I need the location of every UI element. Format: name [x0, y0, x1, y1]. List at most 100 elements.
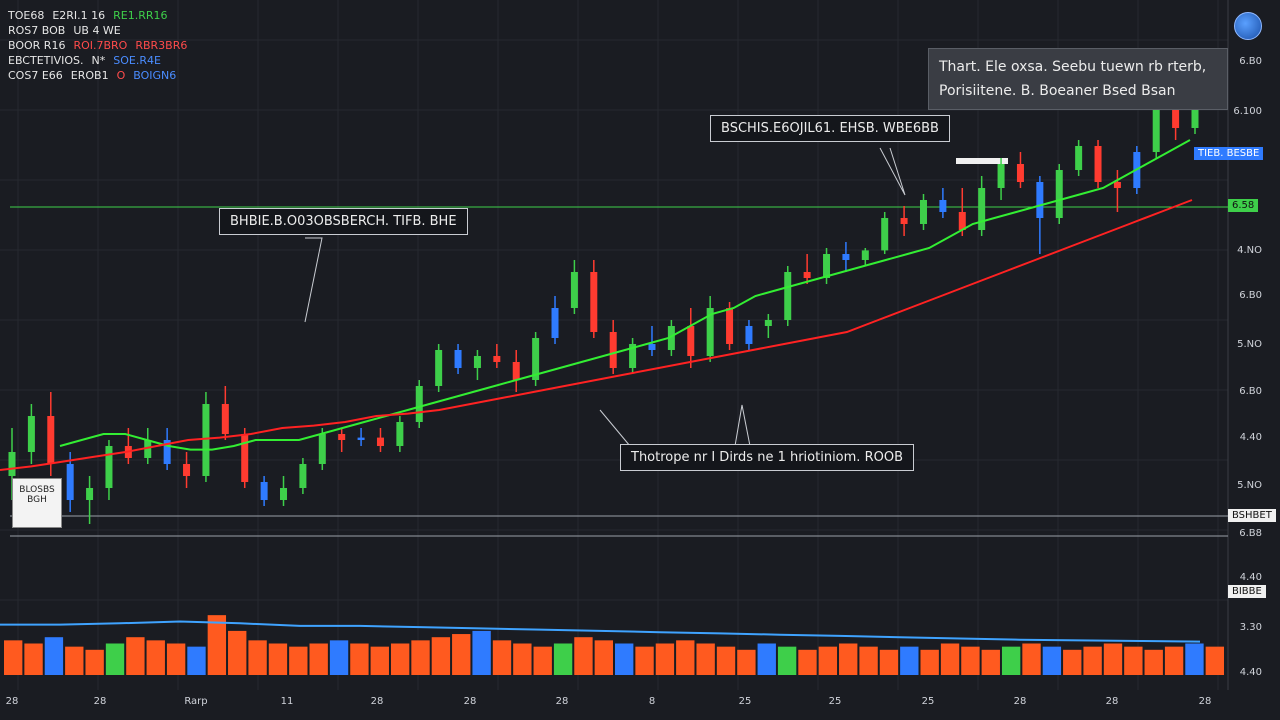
- candle-body: [648, 344, 656, 350]
- candle-body: [299, 464, 307, 488]
- x-axis-tick-label: 25: [829, 696, 842, 707]
- candle-body: [551, 308, 559, 338]
- candle-body: [493, 356, 501, 362]
- volume-bar: [533, 646, 552, 675]
- legend-item: N*: [91, 54, 106, 67]
- legend-row-3: BOOR R16 ROI.7BRO RBR3BR6: [8, 38, 187, 53]
- volume-bar: [187, 646, 206, 675]
- candle-body: [764, 320, 772, 326]
- annotation-bottom: Thotrope nr I Dirds ne 1 hriotiniom. ROO…: [620, 444, 914, 471]
- callout-pointer: [304, 237, 323, 323]
- volume-bar: [105, 643, 125, 675]
- candle-body: [590, 272, 598, 332]
- annotation-left: BHBIE.B.O03OBSBERCH. TIFB. BHE: [219, 208, 468, 235]
- candle-body: [435, 350, 443, 386]
- volume-bar: [757, 643, 776, 675]
- legend-item: TOE68: [8, 9, 45, 22]
- volume-bar: [696, 643, 715, 675]
- marker-bar: [956, 158, 1008, 164]
- candle-body: [629, 344, 637, 368]
- legend-item: O: [116, 69, 126, 82]
- candle-body: [803, 272, 811, 278]
- y-axis-tick-label: 4.40: [1240, 667, 1262, 678]
- candle-body: [1036, 182, 1044, 218]
- candle-body: [1055, 170, 1063, 218]
- y-axis-tick-label: 6.B0: [1239, 290, 1262, 301]
- y-axis-tick-label: 6.B0: [1239, 56, 1262, 67]
- info-line-2: Porisiitene. B. Boeaner Bsed Bsan: [939, 83, 1176, 99]
- volume-bar: [900, 646, 919, 675]
- volume-bar: [940, 643, 960, 675]
- candle-body: [105, 446, 113, 488]
- x-axis-tick-label: 28: [556, 696, 569, 707]
- volume-bar: [65, 646, 84, 675]
- volume-bar: [818, 646, 838, 675]
- mini-widget-label-1: BLOSBS: [19, 485, 55, 495]
- volume-bar: [961, 646, 980, 675]
- candle-body: [221, 404, 229, 434]
- legend-item: COS7 E66: [8, 69, 63, 82]
- x-axis-tick-label: 28: [1014, 696, 1027, 707]
- y-axis-tick-label: 5.NO: [1237, 480, 1262, 491]
- ma-line-red: [0, 199, 1193, 471]
- volume-bar: [716, 646, 736, 675]
- candle-body: [784, 272, 792, 320]
- legend-row-2: ROS7 BOB UB 4 WE: [8, 23, 187, 38]
- x-axis-tick-label: Rarp: [184, 696, 207, 707]
- volume-bar: [44, 637, 64, 675]
- callout-pointer: [734, 404, 751, 447]
- volume-bar: [859, 646, 878, 675]
- legend-item: BOIGN6: [133, 69, 177, 82]
- globe-icon[interactable]: [1234, 12, 1262, 40]
- y-axis-tick-label: 4.40: [1240, 432, 1262, 443]
- callout-pointer: [879, 147, 906, 196]
- legend-row-4: EBCTETIVIOS. N* SOE.R4E: [8, 53, 187, 68]
- candle-body: [939, 200, 947, 212]
- volume-bar: [615, 643, 634, 675]
- volume-bar: [737, 649, 756, 675]
- price-tag-green: 6.58: [1228, 199, 1259, 212]
- x-axis-tick-label: 25: [922, 696, 935, 707]
- y-axis-tick-label: 6.100: [1233, 106, 1262, 117]
- volume-bar: [166, 643, 186, 675]
- volume-bar: [553, 643, 573, 675]
- candle-body: [823, 254, 831, 278]
- candle-body: [86, 488, 94, 500]
- candle-body: [454, 350, 462, 368]
- price-tag-blue: TIEB. BESBE: [1194, 147, 1264, 160]
- volume-bar: [228, 630, 247, 675]
- candle-body: [978, 188, 986, 230]
- price-tag-white: BSHBET: [1228, 509, 1276, 522]
- x-axis-tick-label: 28: [94, 696, 107, 707]
- candle-body: [1094, 146, 1102, 182]
- volume-bar: [635, 646, 654, 675]
- candle-body: [415, 386, 423, 422]
- x-axis-tick-label: 28: [6, 696, 19, 707]
- volume-bar: [329, 640, 349, 675]
- y-axis-tick-label: 5.NO: [1237, 339, 1262, 350]
- volume-bar: [676, 640, 695, 675]
- candle-body: [357, 437, 365, 440]
- legend-row-5: COS7 E66 EROB1 O BOIGN6: [8, 68, 187, 83]
- candle-body: [1191, 92, 1199, 128]
- candle-body: [687, 326, 695, 356]
- volume-bar: [1185, 643, 1204, 675]
- volume-bar: [146, 640, 165, 675]
- volume-bar: [879, 649, 899, 675]
- candle-body: [958, 212, 966, 230]
- volume-bar: [431, 637, 451, 675]
- volume-bar: [452, 634, 471, 675]
- volume-line: [0, 620, 1201, 643]
- indicator-legend: TOE68 E2RI.1 16 RE1.RR16 ROS7 BOB UB 4 W…: [8, 8, 187, 83]
- volume-bar: [1063, 649, 1082, 675]
- price-tag-white-2: BIBBE: [1228, 585, 1266, 598]
- candle-body: [1152, 86, 1160, 152]
- candle-body: [473, 356, 481, 368]
- legend-item: ROS7 BOB: [8, 24, 66, 37]
- legend-item: RE1.RR16: [113, 9, 168, 22]
- candle-body: [202, 404, 210, 476]
- ma-line-green: [59, 139, 1191, 451]
- candle-body: [183, 464, 191, 476]
- info-line-1: Thart. Ele oxsa. Seebu tuewn rb rterb,: [939, 59, 1207, 75]
